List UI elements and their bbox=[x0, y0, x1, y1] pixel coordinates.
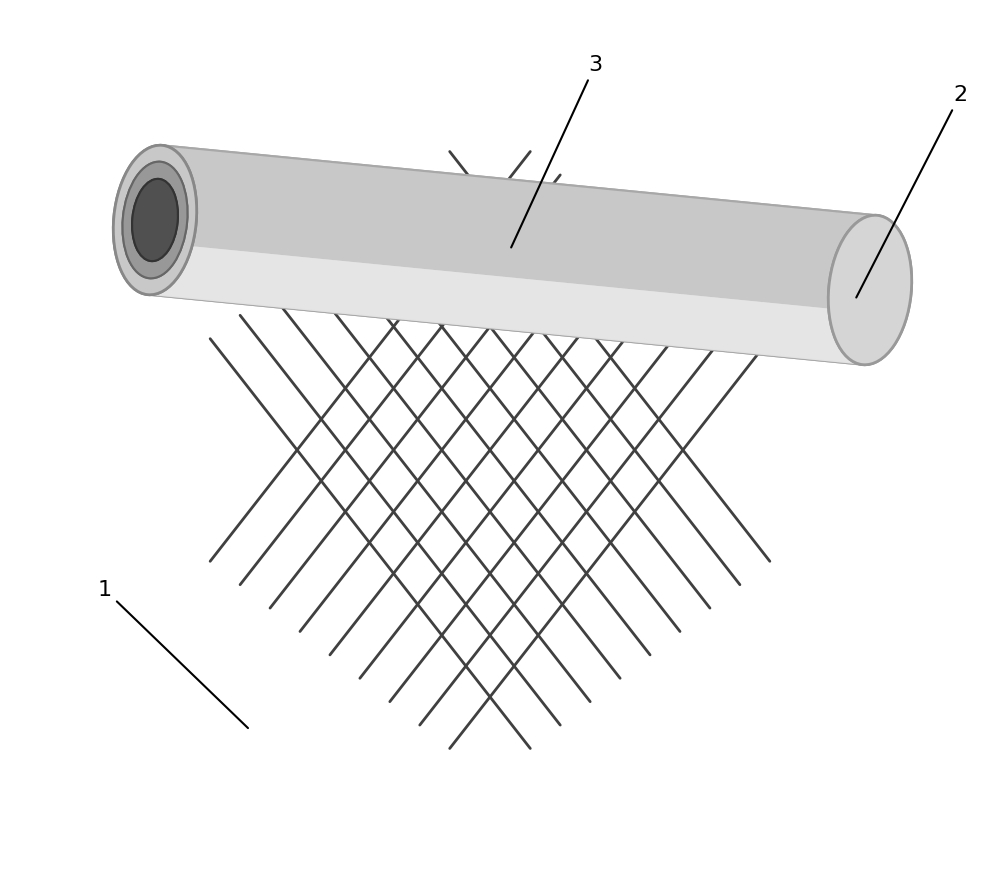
Ellipse shape bbox=[113, 145, 197, 295]
Ellipse shape bbox=[113, 145, 197, 295]
Text: 2: 2 bbox=[856, 85, 967, 298]
Ellipse shape bbox=[122, 162, 188, 278]
Ellipse shape bbox=[828, 215, 912, 365]
Polygon shape bbox=[148, 242, 868, 365]
Text: 3: 3 bbox=[511, 55, 602, 248]
Ellipse shape bbox=[132, 179, 178, 261]
Polygon shape bbox=[148, 242, 868, 365]
Ellipse shape bbox=[828, 215, 912, 365]
Ellipse shape bbox=[132, 179, 178, 261]
Text: 1: 1 bbox=[98, 580, 248, 728]
Ellipse shape bbox=[122, 162, 188, 278]
Polygon shape bbox=[148, 146, 877, 365]
Polygon shape bbox=[148, 146, 877, 365]
